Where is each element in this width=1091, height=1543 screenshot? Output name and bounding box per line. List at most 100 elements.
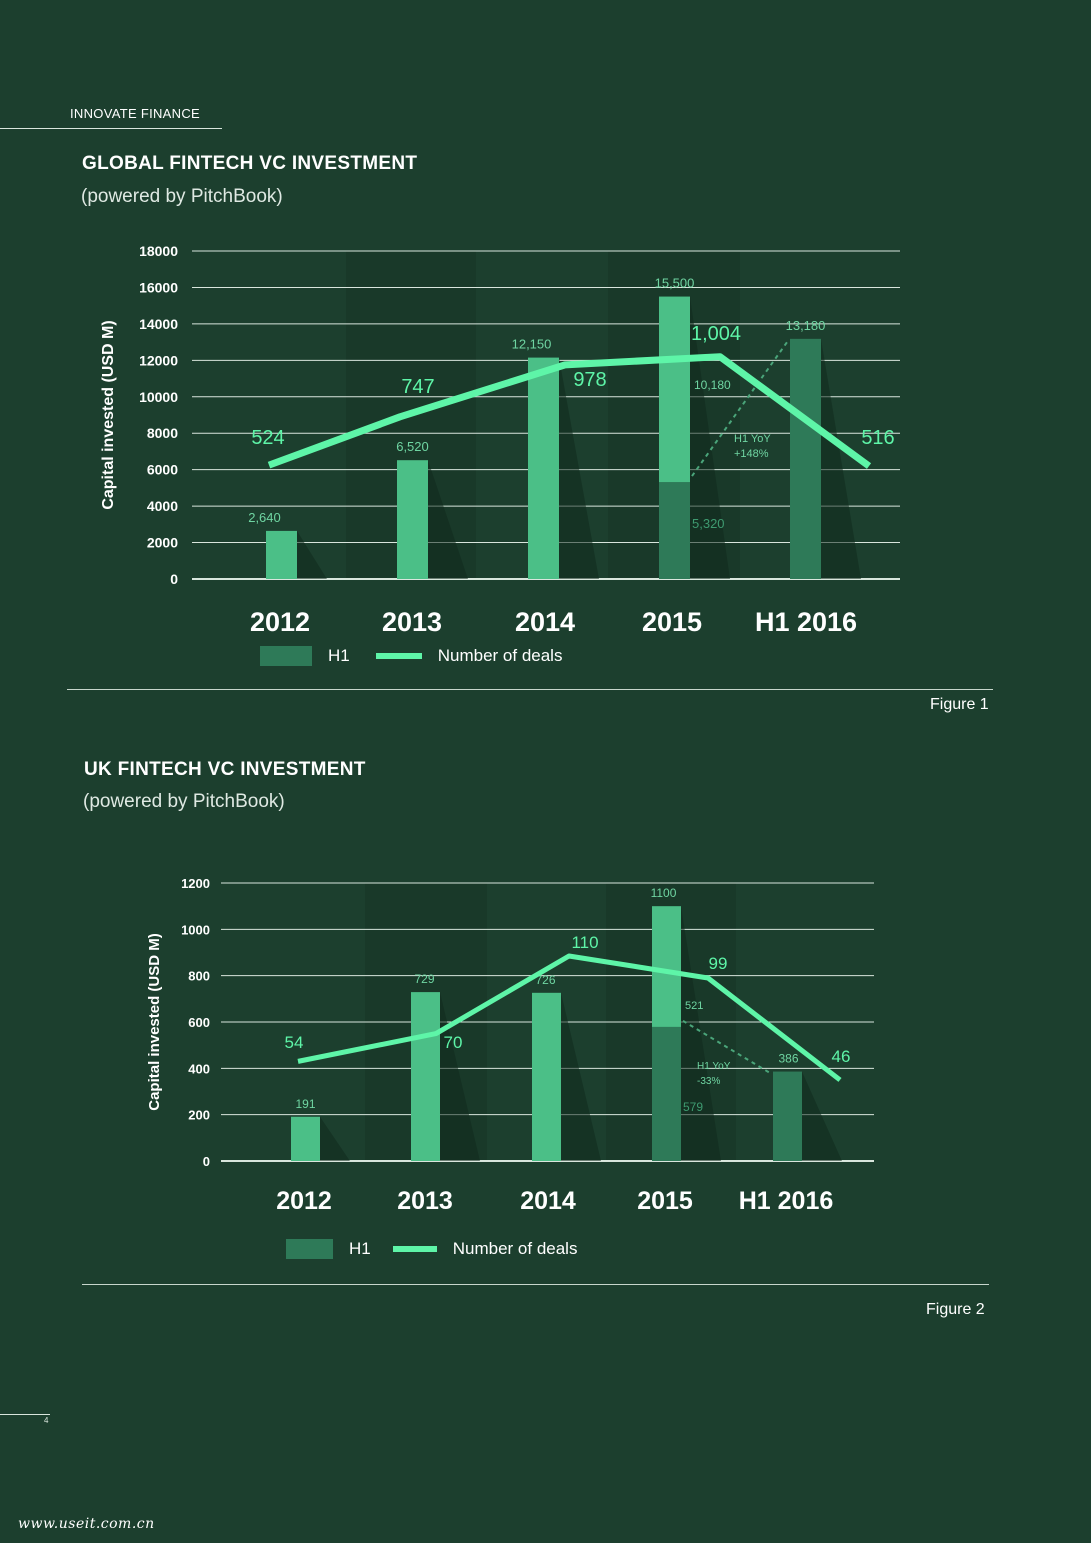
- figure1-subtitle: (powered by PitchBook): [81, 186, 283, 207]
- y-tick-label: 400: [188, 1061, 210, 1076]
- x-category-label: 2012: [276, 1187, 332, 1215]
- figure1-chart: 0 2000 4000 6000 8000 10000 12000 14000 16000 180…: [100, 243, 900, 637]
- deals-data-label: 1,004: [691, 323, 741, 345]
- legend-deals-label: Number of deals: [452, 1239, 578, 1258]
- figure1-title: GLOBAL FINTECH VC INVESTMENT: [82, 153, 418, 174]
- deals-data-label: 46: [832, 1047, 851, 1066]
- yoy-change-label: -33%: [697, 1076, 720, 1087]
- bar-h1-segment: [652, 1026, 681, 1161]
- bar-h1-segment: [659, 482, 690, 579]
- deals-data-label: 516: [861, 427, 894, 449]
- bar: [397, 460, 428, 579]
- y-tick-label: 1000: [181, 922, 210, 937]
- deals-data-label: 110: [571, 933, 598, 952]
- deals-data-label: 747: [401, 376, 434, 398]
- bar: [790, 338, 821, 579]
- y-tick-label: 16000: [139, 279, 178, 295]
- legend-h1-label: H1: [328, 646, 350, 665]
- deals-data-label: 978: [573, 369, 606, 391]
- bar-value-label: 12,150: [512, 337, 552, 352]
- legend-deals-swatch: [375, 653, 422, 659]
- deals-data-label: 99: [709, 954, 728, 973]
- figure1-label: Figure 1: [930, 696, 989, 713]
- deals-data-label: 70: [444, 1033, 463, 1052]
- y-tick-label: 8000: [147, 425, 178, 441]
- bar-shadow: [802, 1071, 842, 1161]
- bar-shadow: [690, 296, 730, 579]
- deals-line: [267, 353, 872, 469]
- x-category-label: 2015: [642, 607, 702, 637]
- bar-value-label: 191: [295, 1097, 315, 1111]
- bar-h2-value-label: 521: [685, 1000, 703, 1012]
- x-category-label: 2015: [637, 1187, 693, 1215]
- legend-deals-swatch: [392, 1246, 437, 1252]
- legend-h1-swatch: [286, 1239, 333, 1259]
- bar-value-label: 13,180: [786, 318, 826, 333]
- y-tick-label: 12000: [139, 352, 178, 368]
- y-tick-label: 600: [188, 1015, 210, 1030]
- y-tick-label: 10000: [139, 389, 178, 405]
- bar-shadow: [320, 1116, 350, 1161]
- x-category-label: 2012: [250, 607, 310, 637]
- bar-shadow: [561, 992, 601, 1161]
- bar-value-label: 2,640: [248, 510, 281, 525]
- header-label: INNOVATE FINANCE: [70, 106, 200, 121]
- watermark: www.useit.com.cn: [18, 1516, 155, 1532]
- bar-value-label: 386: [778, 1052, 798, 1066]
- bar-h1-value-label: 579: [683, 1100, 703, 1114]
- bar-value-label: 1100: [651, 886, 677, 900]
- deals-data-label: 524: [251, 427, 284, 449]
- bar-shadow: [681, 906, 721, 1161]
- bar: [266, 530, 297, 579]
- y-tick-label: 800: [188, 969, 210, 984]
- figure2-label: Figure 2: [926, 1301, 985, 1318]
- bar-shadow: [428, 460, 468, 579]
- legend-deals-label: Number of deals: [437, 646, 563, 665]
- bar-value-label: 729: [414, 972, 434, 986]
- y-tick-label: 14000: [139, 316, 178, 332]
- bar: [773, 1071, 802, 1161]
- bar-shadow: [297, 530, 327, 579]
- y-tick-label: 200: [188, 1108, 210, 1123]
- bar-shadow: [821, 338, 861, 579]
- yoy-dashed-line: [691, 340, 789, 477]
- bar: [528, 357, 559, 579]
- bar-h1-value-label: 5,320: [692, 516, 725, 531]
- y-tick-label: 2000: [147, 535, 178, 551]
- bar-value-label: 726: [535, 973, 555, 987]
- y-tick-label: 4000: [147, 498, 178, 514]
- yoy-dashed-line: [682, 1020, 772, 1075]
- figure2-chart: 0 200 400 600 800 1000 1200 Capital invested (U…: [146, 876, 874, 1215]
- y-tick-label: 1200: [181, 876, 210, 891]
- figure2-divider: [82, 1284, 989, 1285]
- yoy-label: H1 YoY: [697, 1061, 731, 1072]
- deals-data-label: 54: [285, 1033, 304, 1052]
- y-tick-label: 0: [203, 1154, 210, 1169]
- bar-shadow: [440, 992, 480, 1161]
- bar: [291, 1116, 320, 1161]
- page-number: 4: [44, 1416, 49, 1425]
- figure1-legend: H1 Number of deals: [260, 646, 562, 666]
- bar-value-label: 6,520: [396, 439, 429, 454]
- yoy-change-label: +148%: [734, 448, 769, 460]
- bar: [532, 992, 561, 1161]
- figure1-divider: [67, 689, 993, 690]
- bar-h2-value-label: 10,180: [694, 378, 731, 392]
- figure2-legend: H1 Number of deals: [286, 1239, 577, 1259]
- header-rule: [0, 128, 222, 129]
- y-tick-label: 6000: [147, 462, 178, 478]
- figure2-subtitle: (powered by PitchBook): [83, 791, 285, 812]
- x-category-label: 2013: [382, 607, 442, 637]
- bar-shadow: [559, 357, 599, 579]
- page-rule: [0, 1414, 50, 1415]
- y-tick-label: 0: [170, 571, 178, 587]
- figure2-title: UK FINTECH VC INVESTMENT: [84, 759, 366, 780]
- x-category-label: H1 2016: [755, 607, 857, 637]
- yoy-label: H1 YoY: [734, 433, 771, 445]
- deals-line: [297, 953, 842, 1082]
- bar: [411, 992, 440, 1161]
- x-category-label: 2014: [515, 607, 575, 637]
- legend-h1-label: H1: [349, 1239, 371, 1258]
- x-category-label: 2014: [520, 1187, 576, 1215]
- y-axis-title: Capital invested (USD M): [100, 320, 117, 509]
